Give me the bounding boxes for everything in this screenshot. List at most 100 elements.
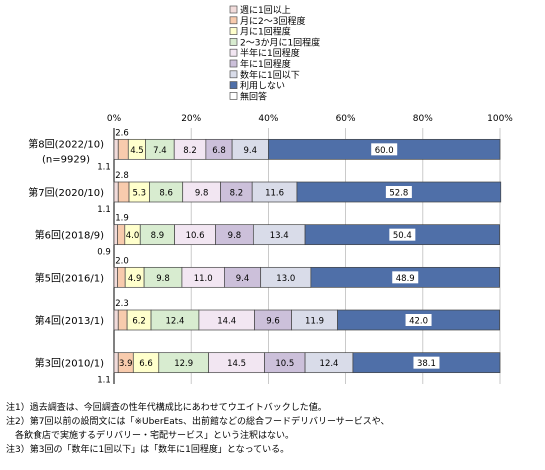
data-label: 6.8: [212, 146, 226, 156]
category-label: 第8回(2022/10): [28, 137, 104, 150]
data-label: 14.4: [217, 317, 236, 327]
data-label: 6.2: [132, 317, 146, 327]
data-label: 12.4: [166, 317, 185, 327]
bar-segment: [113, 352, 119, 374]
data-label: 12.9: [174, 359, 193, 369]
legend-label: 無回答: [240, 90, 267, 102]
data-label: 9.8: [195, 189, 209, 199]
data-label: 11.0: [194, 274, 213, 284]
data-label-box: [405, 314, 432, 326]
legend-label: 年に1回程度: [240, 58, 291, 70]
data-label: 4.5: [130, 146, 144, 156]
data-label-above: 2.8: [115, 171, 129, 181]
data-label-box: [392, 271, 419, 284]
legend-label: 月に1回程度: [240, 26, 291, 38]
legend-label: 数年に1回以下: [240, 69, 300, 81]
data-label: 14.5: [227, 359, 246, 369]
data-label: 8.9: [151, 231, 165, 241]
data-label-below: 1.1: [97, 376, 111, 386]
data-label: 13.4: [270, 231, 289, 241]
legend-swatch: [229, 70, 238, 79]
data-label-above: 1.9: [115, 214, 129, 224]
data-label: 10.5: [275, 359, 294, 369]
data-label: 9.4: [236, 274, 250, 284]
data-label: 4.0: [126, 231, 140, 241]
category-sublabel: (n=9929): [42, 154, 90, 165]
bar-segment: [113, 309, 119, 331]
category-label: 第4回(2013/1): [35, 314, 104, 327]
legend-swatch: [229, 92, 238, 100]
data-label: 11.9: [305, 317, 324, 327]
data-label: 42.0: [409, 317, 428, 327]
x-tick-label: 0%: [107, 114, 122, 124]
data-label: 8.2: [183, 146, 197, 156]
data-label: 9.4: [243, 146, 257, 156]
category-label: 第6回(2018/9): [35, 229, 104, 242]
data-label-below: 1.1: [97, 205, 111, 215]
bar-segment: [113, 224, 118, 246]
bar-segment: [117, 266, 126, 288]
category-label: 第5回(2016/1): [35, 271, 104, 284]
x-tick-label: 40%: [258, 114, 278, 124]
data-label-box: [371, 143, 398, 156]
data-label-above: 2.0: [115, 256, 129, 266]
legend-swatch: [229, 27, 238, 35]
stacked-bar-chart: 週に1回以上月に2～3回程度月に1回程度2～3か月に1回程度半年に1回程度年に1…: [28, 5, 513, 386]
bar-segment: [117, 309, 128, 331]
data-label: 13.0: [276, 274, 295, 284]
bar-segment: [117, 224, 126, 246]
legend-label: 2～3か月に1回程度: [240, 36, 320, 48]
legend-label: 週に1回以上: [240, 5, 291, 16]
data-label: 8.2: [230, 189, 244, 199]
legend-label: 半年に1回程度: [240, 47, 300, 59]
data-label: 12.4: [320, 359, 339, 369]
footnote-2: 注2）第7回以前の設問文には「※UberEats、出前館などの総合フードデリバリ…: [6, 417, 390, 427]
data-label-below: 1.1: [97, 162, 111, 172]
data-label: 5.3: [133, 189, 147, 199]
data-label: 9.8: [156, 274, 170, 284]
x-tick-label: 100%: [487, 114, 513, 124]
bar-segment: [117, 138, 129, 160]
legend-swatch: [229, 16, 238, 25]
data-label: 10.6: [186, 231, 205, 241]
data-label-box: [389, 228, 416, 241]
legend-label: 月に2～3回程度: [240, 15, 305, 27]
category-label: 第7回(2020/10): [28, 186, 104, 199]
data-label-above: 2.6: [115, 128, 129, 138]
legend-swatch: [229, 5, 238, 14]
data-label: 11.6: [265, 189, 284, 199]
data-label: 7.4: [153, 146, 167, 156]
data-label: 8.6: [159, 189, 173, 199]
data-label: 6.6: [139, 359, 153, 369]
footnote-1: 注1）過去調査は、今回調査の性年代構成比にあわせてウエイトバックした値。: [6, 403, 327, 413]
legend-label: 利用しない: [240, 80, 285, 92]
legend-swatch: [229, 81, 238, 89]
data-label: 9.8: [228, 231, 242, 241]
x-tick-label: 20%: [181, 114, 201, 124]
data-label: 52.8: [389, 189, 408, 199]
footnote-4: 注3）第3回の「数年に1回以下」は「数年に1回程度」となっている。: [6, 445, 290, 455]
bar-segment: [113, 181, 119, 203]
data-label-box: [413, 356, 440, 369]
data-label-below: 0.9: [97, 248, 111, 258]
legend-swatch: [229, 59, 238, 68]
footnotes: 注1）過去調査は、今回調査の性年代構成比にあわせてウエイトバックした値。 注2）…: [6, 401, 542, 457]
x-tick-label: 80%: [413, 114, 433, 124]
legend-swatch: [229, 38, 238, 46]
footnote-3: 各飲食店で実施するデリバリー・宅配サービス」という注釈はない。: [6, 431, 295, 441]
bar-segment: [117, 181, 130, 203]
bar-segment: [113, 266, 118, 288]
data-label: 3.9: [119, 359, 133, 369]
legend-swatch: [229, 48, 238, 57]
x-tick-label: 60%: [336, 114, 356, 124]
bar-segment: [113, 138, 119, 160]
data-label-box: [385, 186, 412, 198]
data-label: 50.4: [393, 231, 412, 241]
category-label: 第3回(2010/1): [35, 357, 104, 370]
data-label: 48.9: [396, 274, 415, 284]
data-label-above: 2.3: [115, 299, 129, 309]
data-label: 38.1: [417, 359, 436, 369]
data-label: 4.9: [128, 274, 142, 284]
data-label: 60.0: [375, 146, 394, 156]
data-label: 9.6: [266, 317, 280, 327]
